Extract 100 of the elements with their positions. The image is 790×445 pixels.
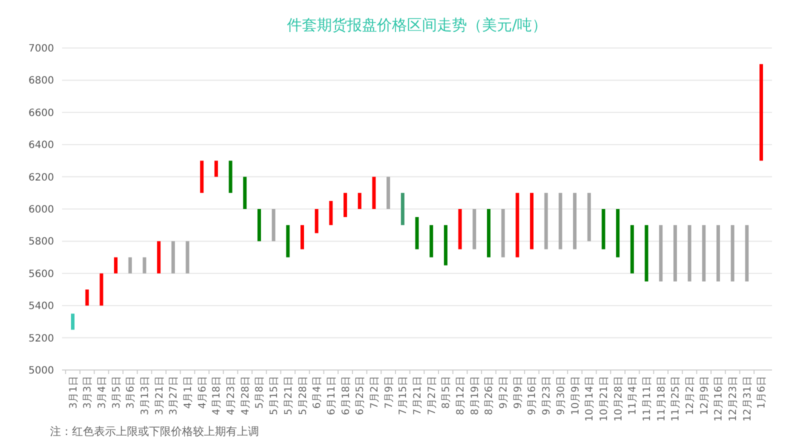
y-tick-label: 6000 <box>28 204 54 216</box>
bar <box>171 241 175 274</box>
bar <box>358 192 362 209</box>
bar <box>344 192 348 218</box>
x-tick-label: 6月4日 <box>312 376 324 409</box>
bar <box>587 192 591 242</box>
bar <box>300 225 304 250</box>
y-tick-label: 6600 <box>28 108 54 119</box>
bar <box>186 241 190 274</box>
x-tick-label: 6月18日 <box>340 376 352 416</box>
bar <box>157 241 161 274</box>
x-tick-label: 12月31日 <box>742 376 754 422</box>
bar <box>214 160 218 177</box>
text: 注：红色表示上限或下限价格较上期有上调 <box>50 425 259 438</box>
bar <box>386 176 390 209</box>
bar <box>458 209 462 250</box>
x-tick-label: 8月19日 <box>470 376 481 416</box>
x-tick-label: 4月1日 <box>183 376 194 409</box>
bar <box>100 273 104 306</box>
bar <box>544 192 548 250</box>
x-tick-label: 5月21日 <box>283 376 294 416</box>
y-tick-label: 6400 <box>28 140 54 152</box>
x-tick-label: 12月9日 <box>699 376 710 416</box>
bar <box>602 209 606 250</box>
bar <box>472 209 476 250</box>
x-tick-label: 1月6日 <box>756 376 768 409</box>
x-tick-label: 3月13日 <box>140 376 151 416</box>
bar <box>558 192 562 250</box>
bar <box>659 225 663 282</box>
x-tick-label: 3月1日 <box>68 376 80 409</box>
bar <box>286 225 290 258</box>
x-tick-label: 10月9日 <box>570 376 582 416</box>
bar <box>716 225 720 282</box>
x-tick-label: 9月2日 <box>498 376 510 409</box>
x-tick-label: 7月9日 <box>384 376 395 409</box>
x-tick-label: 5月15日 <box>269 376 280 416</box>
bar <box>329 200 333 226</box>
bar <box>200 160 204 193</box>
bar <box>573 192 577 250</box>
x-tick-label: 4月28日 <box>240 376 252 416</box>
x-tick-label: 3月5日 <box>111 376 122 409</box>
x-tick-label: 11月18日 <box>656 376 668 422</box>
x-tick-label: 7月21日 <box>412 376 424 416</box>
bar <box>702 225 706 282</box>
bar <box>400 192 404 226</box>
x-tick-label: 11月25日 <box>670 376 682 422</box>
bar <box>530 192 534 250</box>
y-tick-label: 5400 <box>28 301 54 312</box>
x-tick-label: 3月3日 <box>82 376 94 409</box>
x-tick-label: 11月11日 <box>642 376 653 422</box>
x-tick-label: 5月8日 <box>254 376 266 409</box>
x-tick-label: 10月14日 <box>584 376 596 422</box>
bar <box>228 160 232 193</box>
x-tick-label: 9月9日 <box>512 376 524 409</box>
bar <box>114 257 118 274</box>
x-tick-label: 8月12日 <box>456 376 467 416</box>
bar <box>142 257 146 274</box>
x-tick-label: 3月4日 <box>96 376 108 409</box>
x-tick-label: 4月18日 <box>212 376 223 416</box>
bar <box>272 209 276 242</box>
x-tick-label: 7月2日 <box>369 376 380 409</box>
x-tick-label: 5月28日 <box>298 376 309 416</box>
bar <box>745 225 749 282</box>
y-tick-label: 7000 <box>28 44 54 54</box>
x-tick-label: 12月23日 <box>728 376 740 422</box>
x-tick-label: 10月28日 <box>613 376 624 422</box>
bar <box>730 225 734 282</box>
x-tick-label: 3月6日 <box>126 376 137 409</box>
bar <box>415 217 419 250</box>
y-tick-label: 6800 <box>28 76 54 87</box>
x-tick-label: 8月5日 <box>441 376 452 409</box>
bar <box>688 225 692 282</box>
bar <box>759 64 763 161</box>
x-tick-label: 12月2日 <box>685 376 696 416</box>
bar <box>71 314 75 330</box>
y-tick-label: 5600 <box>28 268 54 280</box>
y-tick-label: 5000 <box>28 366 54 376</box>
x-tick-label: 7月27日 <box>426 376 438 416</box>
bar <box>85 290 89 306</box>
x-tick-label: 3月21日 <box>154 376 166 416</box>
x-tick-label: 9月23日 <box>542 376 553 416</box>
bar <box>314 209 318 234</box>
x-tick-label: 4月6日 <box>197 376 208 409</box>
x-tick-label: 4月23日 <box>226 376 238 416</box>
x-tick-label: 11月4日 <box>628 376 639 416</box>
y-tick-label: 5800 <box>28 236 54 248</box>
x-tick-label: 6月11日 <box>326 376 338 416</box>
bar <box>630 225 634 274</box>
bar <box>516 192 520 258</box>
bar <box>372 176 376 209</box>
bar <box>243 176 247 209</box>
bar <box>501 209 505 258</box>
bar <box>430 225 434 258</box>
bar <box>616 209 620 258</box>
bar <box>644 225 648 282</box>
x-tick-label: 6月25日 <box>355 376 366 416</box>
x-tick-label: 9月30日 <box>556 376 567 416</box>
x-tick-label: 8月26日 <box>484 376 496 416</box>
x-tick-label: 10月21日 <box>598 376 610 422</box>
x-tick-label: 3月27日 <box>168 376 180 416</box>
